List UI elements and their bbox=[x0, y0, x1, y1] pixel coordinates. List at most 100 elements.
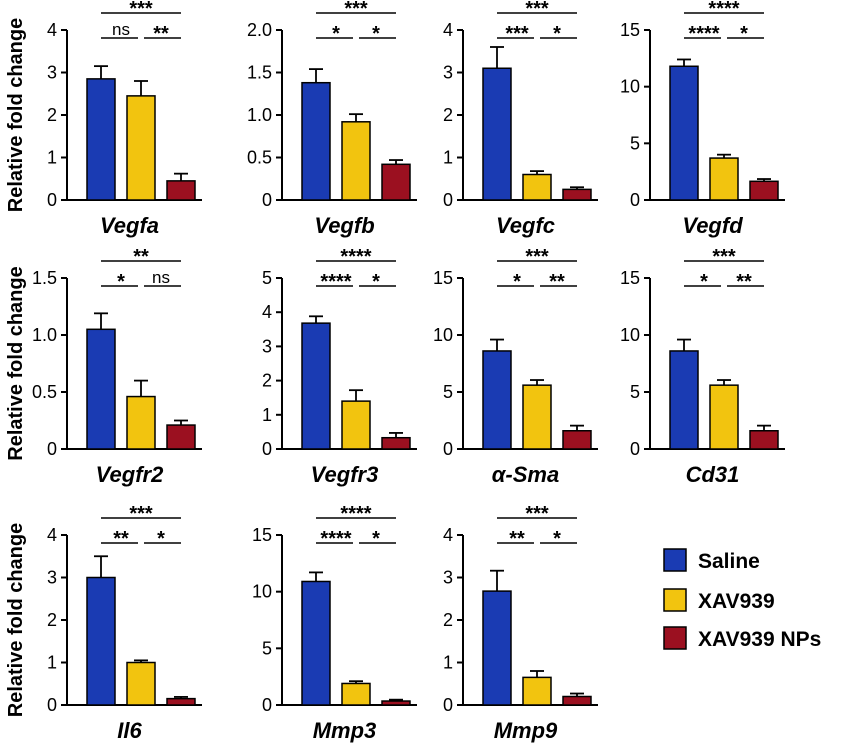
sig-label-top: *** bbox=[129, 503, 153, 525]
y-tick-label: 3 bbox=[443, 63, 453, 83]
y-axis-title: Relative fold change bbox=[5, 18, 27, 213]
sig-label-right: * bbox=[372, 23, 380, 45]
y-tick-label: 1.5 bbox=[247, 63, 272, 83]
legend-label-xav939: XAV939 bbox=[698, 590, 775, 613]
y-tick-label: 5 bbox=[262, 638, 272, 658]
y-tick-label: 5 bbox=[630, 382, 640, 402]
y-tick-label: 2.0 bbox=[247, 20, 272, 40]
bar-saline bbox=[482, 350, 512, 450]
sig-label-right: ns bbox=[152, 268, 170, 287]
bar-xav939_nps bbox=[381, 436, 411, 450]
y-tick-label: 2 bbox=[47, 105, 57, 125]
bar-xav939_nps bbox=[381, 163, 411, 201]
gene-label: Vegfc bbox=[496, 213, 555, 238]
bar-xav939_nps bbox=[562, 188, 592, 201]
gene-label: Mmp9 bbox=[494, 718, 558, 743]
y-tick-label: 0 bbox=[47, 695, 57, 715]
y-tick-label: 0 bbox=[443, 695, 453, 715]
sig-label-right: * bbox=[740, 23, 748, 45]
y-tick-label: 15 bbox=[620, 20, 640, 40]
y-tick-label: 3 bbox=[47, 63, 57, 83]
sig-label-right: * bbox=[372, 271, 380, 293]
y-tick-label: 4 bbox=[47, 20, 57, 40]
bar-saline bbox=[482, 590, 512, 706]
sig-label-right: * bbox=[553, 528, 561, 550]
y-tick-label: 1 bbox=[443, 653, 453, 673]
bar-xav939 bbox=[522, 676, 552, 706]
sig-label-top: *** bbox=[525, 246, 549, 268]
y-tick-label: 1 bbox=[47, 653, 57, 673]
sig-label-right: ** bbox=[153, 23, 169, 45]
sig-label-right: * bbox=[372, 528, 380, 550]
gene-label: α-Sma bbox=[492, 462, 559, 487]
chart-Vegfb: 00.51.01.52.0**** *Vegfb bbox=[247, 0, 417, 238]
bar-saline bbox=[301, 81, 331, 201]
y-tick-label: 1.0 bbox=[247, 105, 272, 125]
y-tick-label: 0 bbox=[630, 190, 640, 210]
y-tick-label: 0 bbox=[47, 190, 57, 210]
sig-label-right: * bbox=[157, 528, 165, 550]
sig-label-top: ** bbox=[133, 246, 149, 268]
y-tick-label: 2 bbox=[443, 105, 453, 125]
y-tick-label: 5 bbox=[262, 268, 272, 288]
y-tick-label: 10 bbox=[252, 582, 272, 602]
y-tick-label: 0 bbox=[630, 439, 640, 459]
y-tick-label: 10 bbox=[620, 325, 640, 345]
y-tick-label: 1.5 bbox=[32, 268, 57, 288]
legend-label-xav939-nps: XAV939 NPs bbox=[698, 628, 821, 651]
sig-label-top: **** bbox=[340, 246, 371, 268]
y-tick-label: 1.0 bbox=[32, 325, 57, 345]
bar-xav939_nps bbox=[749, 430, 779, 450]
sig-label-top: *** bbox=[129, 0, 153, 20]
bar-xav939 bbox=[341, 121, 371, 201]
sig-label-right: * bbox=[553, 23, 561, 45]
bar-saline bbox=[86, 78, 116, 201]
gene-label: Vegfb bbox=[314, 213, 374, 238]
bar-xav939 bbox=[709, 384, 739, 450]
y-tick-label: 1 bbox=[47, 148, 57, 168]
bar-saline bbox=[669, 350, 699, 450]
legend-swatch-xav939 bbox=[663, 588, 687, 612]
bar-saline bbox=[86, 576, 116, 706]
gene-label: Vegfr2 bbox=[96, 462, 164, 487]
y-tick-label: 0 bbox=[262, 190, 272, 210]
bar-xav939 bbox=[709, 157, 739, 201]
y-tick-label: 0 bbox=[443, 439, 453, 459]
sig-label-left: ** bbox=[113, 528, 129, 550]
y-tick-label: 0 bbox=[47, 439, 57, 459]
bar-xav939_nps bbox=[166, 697, 196, 706]
bar-xav939_nps bbox=[562, 430, 592, 450]
y-tick-label: 2 bbox=[443, 610, 453, 630]
y-tick-label: 3 bbox=[47, 568, 57, 588]
gene-label: Il6 bbox=[117, 718, 142, 743]
bar-xav939_nps bbox=[749, 180, 779, 201]
y-axis-title: Relative fold change bbox=[5, 266, 27, 461]
bar-xav939 bbox=[341, 682, 371, 706]
bar-saline bbox=[301, 580, 331, 706]
sig-label-top: *** bbox=[344, 0, 368, 20]
sig-label-left: * bbox=[117, 271, 125, 293]
legend: Saline XAV939 XAV939 NPs bbox=[663, 548, 821, 651]
y-tick-label: 0 bbox=[262, 439, 272, 459]
bar-saline bbox=[301, 322, 331, 450]
bar-xav939_nps bbox=[381, 700, 411, 706]
sig-label-top: *** bbox=[525, 503, 549, 525]
legend-swatch-saline bbox=[663, 548, 687, 572]
sig-label-right: ** bbox=[736, 271, 752, 293]
sig-label-left: **** bbox=[320, 271, 351, 293]
y-tick-label: 10 bbox=[620, 77, 640, 97]
bar-xav939 bbox=[341, 400, 371, 450]
y-tick-label: 1 bbox=[262, 405, 272, 425]
sig-label-left: * bbox=[332, 23, 340, 45]
sig-label-left: ** bbox=[509, 528, 525, 550]
gene-label: Mmp3 bbox=[313, 718, 377, 743]
y-tick-label: 0 bbox=[262, 695, 272, 715]
sig-label-top: *** bbox=[712, 246, 736, 268]
